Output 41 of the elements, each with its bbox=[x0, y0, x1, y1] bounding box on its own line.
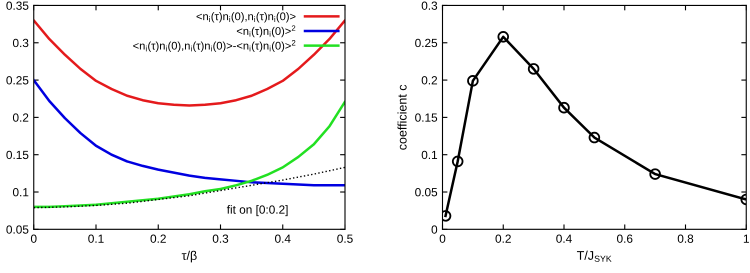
y-axis-title: coefficient c bbox=[397, 84, 407, 150]
y-tick-label: 0.1 bbox=[422, 150, 438, 160]
y-tick-label: 0.1 bbox=[12, 188, 28, 196]
y-tick-label: 0.3 bbox=[12, 38, 28, 48]
x-tick-label: 0.1 bbox=[88, 234, 104, 243]
x-tick-label: 0.2 bbox=[150, 234, 166, 243]
point bbox=[452, 156, 464, 168]
y-tick-label: 0.3 bbox=[422, 1, 438, 10]
y-tick-label: 0 bbox=[432, 225, 438, 234]
annotation: fit on [0:0.2] bbox=[226, 205, 288, 216]
line-series bbox=[34, 78, 345, 187]
y-tick-label: 0.15 bbox=[415, 113, 438, 122]
x-tick-label: 0.3 bbox=[212, 234, 228, 243]
x-tick-label: 0.8 bbox=[678, 234, 694, 243]
x-tick-label: 0.5 bbox=[337, 234, 353, 243]
y-tick-label: 0.15 bbox=[6, 150, 28, 160]
y-tick-label: 0.2 bbox=[422, 76, 438, 84]
x-axis-title: τ/β bbox=[182, 250, 197, 262]
point bbox=[558, 102, 570, 114]
point bbox=[588, 132, 600, 144]
point bbox=[528, 63, 540, 75]
point bbox=[497, 31, 510, 43]
text: <n$_{i}$(τ)n$_{i}$(0),n$_{i}$(τ)n$_{i}$(0)>-<n$_{i}$(τ)n$_{i}$(0)>$^{2}$ bbox=[133, 40, 296, 52]
text: <n$_{i}$(τ)n$_{i}$(0),n$_{i}$(τ)n$_{i}$(0)> bbox=[196, 12, 296, 22]
y-tick-label: 0.25 bbox=[6, 76, 28, 84]
x-tick-label: 1 bbox=[744, 234, 749, 243]
x-tick-label: 0 bbox=[30, 234, 37, 243]
x-axis-title: T/J$_{SYK}$ bbox=[576, 250, 612, 262]
y-tick-label: 0.05 bbox=[415, 188, 438, 196]
x-tick-label: 0.6 bbox=[617, 234, 632, 243]
y-tick-label: 0.25 bbox=[415, 38, 438, 48]
legend-label: <n$_{i}$(τ)n$_{i}$(0)>$^{2}$ bbox=[236, 25, 296, 38]
point bbox=[467, 75, 479, 87]
x-tick-label: 0 bbox=[440, 234, 446, 243]
y-tick-label: 0.2 bbox=[12, 113, 28, 122]
x-tick-label: 0.4 bbox=[275, 234, 291, 243]
x-tick-label: 0.2 bbox=[496, 234, 511, 243]
y-tick-label: 0.35 bbox=[6, 1, 28, 10]
x-tick-label: 0.4 bbox=[556, 234, 572, 243]
y-tick-label: 0.05 bbox=[6, 225, 28, 234]
point bbox=[649, 168, 661, 180]
